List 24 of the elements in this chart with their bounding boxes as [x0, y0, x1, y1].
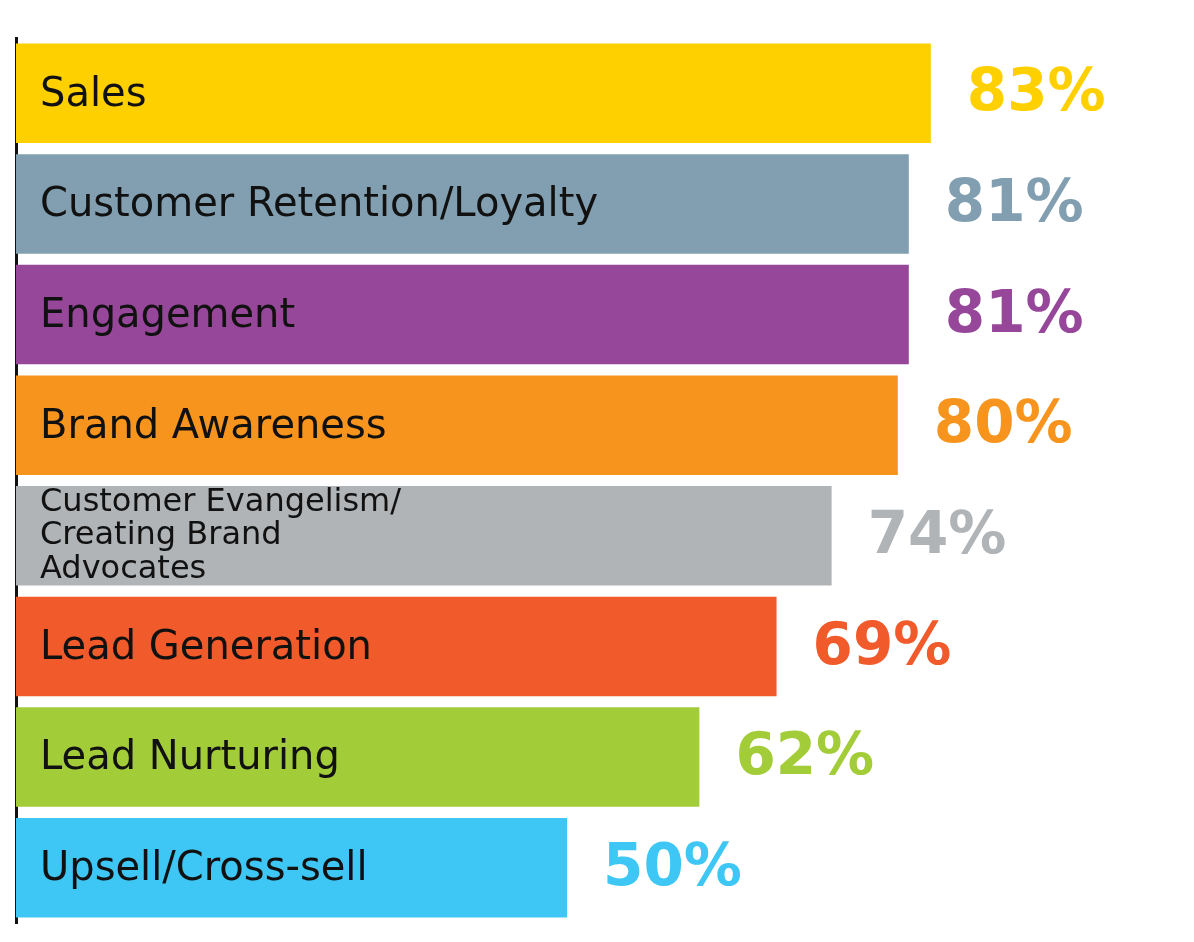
data-label: 74% — [867, 498, 1007, 567]
bar — [16, 154, 909, 254]
data-label: 81% — [944, 277, 1084, 346]
data-label: 50% — [603, 830, 742, 899]
bar — [16, 375, 898, 475]
y-tick-label: Sales — [40, 68, 147, 115]
y-tick-label: Lead Nurturing — [40, 732, 340, 779]
data-label: 80% — [933, 388, 1073, 457]
bar — [16, 43, 931, 144]
bar — [16, 596, 777, 697]
data-label: 62% — [735, 720, 875, 789]
bar — [16, 817, 568, 918]
y-tick-label: Lead Generation — [40, 621, 372, 668]
y-tick-label: Customer Evangelism/ Creating Brand Advocates — [40, 480, 402, 586]
y-tick-label: Engagement — [40, 289, 296, 336]
bar — [16, 264, 909, 365]
y-tick-label: Brand Awareness — [40, 400, 387, 447]
bar — [16, 707, 700, 807]
data-label: 81% — [944, 167, 1084, 235]
data-label: 69% — [812, 609, 952, 678]
bar — [16, 486, 832, 586]
y-tick-label: Upsell/Cross-sell — [40, 843, 368, 890]
y-tick-label: Customer Retention/Loyalty — [40, 179, 599, 226]
data-label: 83% — [966, 56, 1106, 125]
